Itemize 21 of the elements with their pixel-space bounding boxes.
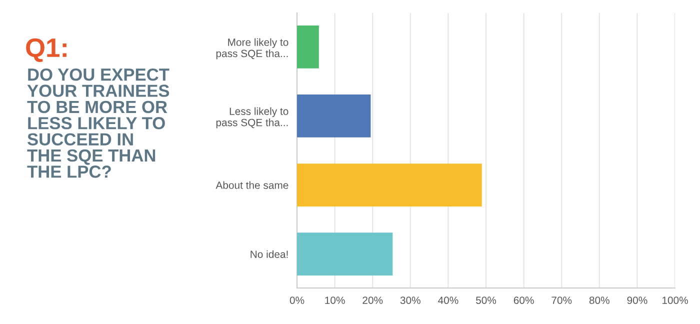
x-tick-label: 40% xyxy=(438,296,458,304)
x-tick-label: 10% xyxy=(325,296,345,304)
bar xyxy=(297,232,393,276)
x-tick-label: 20% xyxy=(362,296,383,304)
x-tick-label: 30% xyxy=(400,296,420,304)
x-tick-label: 100% xyxy=(662,296,688,304)
x-tick-label: 70% xyxy=(552,296,572,304)
x-tick-label: 60% xyxy=(514,296,534,304)
bar xyxy=(297,94,371,138)
y-tick-label: No idea! xyxy=(250,250,288,258)
bar xyxy=(297,164,482,206)
y-tick-label: More likely to pass SQE tha... xyxy=(216,38,288,60)
text: DO YOU EXPECT YOUR TRAINEES TO BE MORE OR LESS LIKELY TO SUCCEED IN THE SQE THAN THE LPC? xyxy=(27,68,170,178)
x-tick-label: 0% xyxy=(290,296,304,304)
x-tick-label: 80% xyxy=(589,296,610,304)
y-tick-label: About the same xyxy=(216,181,288,189)
x-tick-label: 90% xyxy=(627,296,648,304)
x-tick-label: 50% xyxy=(476,296,496,304)
text: Q1: xyxy=(26,38,66,62)
bar xyxy=(297,26,319,68)
y-tick-label: Less likely to pass SQE tha... xyxy=(216,107,288,128)
